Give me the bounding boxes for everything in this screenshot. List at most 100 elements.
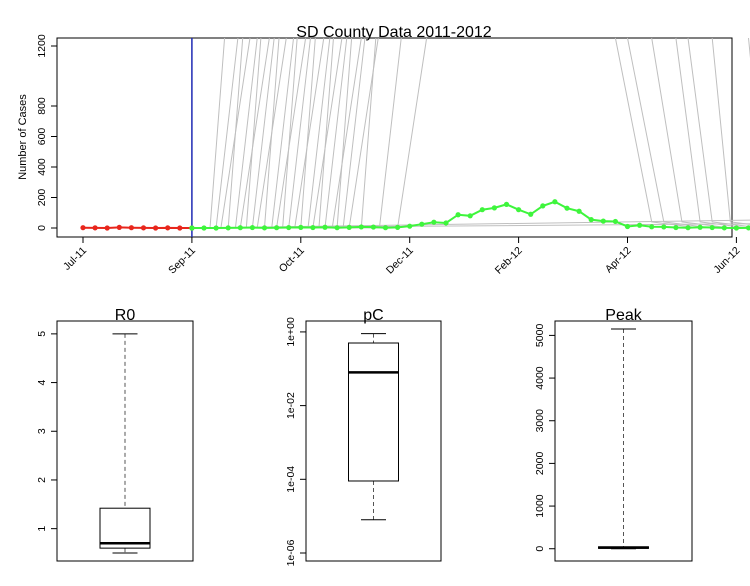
ts-y-tick-label: 0: [36, 225, 48, 231]
future-point: [637, 222, 643, 228]
future-point: [528, 211, 534, 217]
ts-y-tick-label: 600: [36, 128, 48, 146]
box-y-tick-label: 1: [36, 526, 48, 532]
future-point: [346, 224, 352, 230]
observed-series-line: [82, 226, 192, 230]
future-point: [709, 224, 715, 231]
future-point: [733, 225, 740, 231]
observed-point: [92, 225, 98, 231]
box-iqr: [348, 342, 399, 482]
box-title: pC: [363, 307, 383, 324]
box-y-tick-label: 4: [36, 379, 48, 385]
observed-point: [140, 225, 147, 231]
box-iqr: [99, 507, 151, 549]
future-point: [249, 224, 255, 231]
box-y-tick-label: 5000: [534, 324, 546, 348]
projection-line: [711, 37, 750, 225]
ts-y-tick-label: 1200: [36, 34, 48, 58]
projection-line: [651, 37, 731, 229]
ts-y-tick-label: 200: [36, 189, 48, 207]
projection-line: [191, 37, 262, 229]
observed-point: [177, 225, 183, 231]
projection-line: [191, 37, 295, 229]
future-point: [697, 224, 703, 230]
box-y-tick-label: 1e-02: [285, 392, 297, 419]
future-point: [189, 225, 195, 231]
box-title: R0: [115, 307, 136, 324]
future-point: [322, 224, 328, 230]
observed-point: [165, 225, 171, 231]
projection-line: [191, 37, 258, 229]
future-point: [467, 213, 473, 219]
box-y-tick-label: 3: [36, 428, 48, 434]
projection-line: [627, 37, 713, 229]
future-point: [431, 219, 437, 225]
future-point: [237, 225, 243, 231]
future-point: [721, 225, 727, 231]
future-point: [491, 205, 497, 211]
boxplot-peak: Peak 0 1000 2000 3000 4000 5000: [534, 307, 693, 562]
box-y-tick-label: 2: [36, 477, 48, 483]
projection-lines: [191, 37, 750, 229]
future-point: [201, 225, 207, 231]
future-point: [298, 224, 304, 230]
future-point: [407, 223, 413, 229]
boxplot-r0: R0 1 2 3 4 5: [36, 307, 194, 562]
future-point: [370, 224, 376, 230]
future-point: [745, 225, 750, 231]
future-point: [503, 201, 510, 207]
future-point: [358, 224, 364, 230]
projection-line: [687, 37, 750, 228]
ts-x-tick-label: Jun-12: [711, 245, 742, 276]
future-point: [419, 221, 425, 227]
box-y-tick-label: 2000: [534, 452, 546, 476]
future-point: [443, 220, 449, 226]
box-y-tick-label: 5: [36, 331, 48, 337]
box-plot-border: [554, 320, 693, 562]
future-point: [213, 225, 219, 231]
future-point: [540, 203, 546, 209]
ts-y-axis-title: Number of Cases: [17, 94, 29, 180]
box-title: Peak: [605, 307, 642, 324]
future-point: [479, 207, 485, 213]
ts-x-tick-label: Apr-12: [603, 245, 634, 276]
box-y-tick-label: 1e-06: [285, 539, 297, 566]
box-y-tick-label: 0: [534, 546, 546, 552]
boxplot-pc: pC 1e-06 1e-04 1e-02 1e+00: [285, 307, 442, 566]
observed-point: [116, 224, 122, 230]
future-point: [516, 207, 522, 213]
future-point: [564, 205, 570, 211]
future-point: [576, 208, 582, 214]
future-point: [661, 224, 667, 230]
ts-x-tick-label: Jul-11: [61, 245, 89, 273]
ts-x-axis: Jul-11 Sep-11 Oct-11 Dec-11 Feb-12 Apr-12 Jun-…: [61, 237, 743, 277]
ts-y-axis: 0 200 400 600 800 1200: [36, 34, 57, 231]
future-point: [624, 223, 631, 230]
ts-x-tick-label: Sep-11: [166, 245, 198, 277]
ts-x-tick-label: Oct-11: [277, 245, 307, 275]
projection-line: [191, 37, 325, 229]
observed-point: [153, 225, 159, 231]
future-point: [395, 224, 401, 230]
ts-y-tick-label: 800: [36, 97, 48, 115]
box-plot-border: [56, 320, 194, 562]
series-group: [80, 199, 750, 231]
future-point: [310, 224, 316, 231]
projection-line: [191, 37, 251, 229]
ts-plot-border: [56, 37, 733, 238]
box-plot-border: [305, 320, 442, 562]
projection-line: [191, 37, 402, 229]
projection-line: [191, 37, 334, 229]
box-y-tick-label: 3000: [534, 409, 546, 433]
ts-y-tick-label: 400: [36, 158, 48, 176]
box-y-tick-label: 1e-04: [285, 466, 297, 493]
future-point: [274, 225, 280, 231]
observed-point: [128, 225, 134, 231]
future-point: [649, 224, 655, 230]
future-point: [612, 218, 619, 225]
projection-line: [191, 37, 239, 229]
observed-point: [80, 225, 86, 231]
future-point: [588, 217, 594, 223]
ts-x-tick-label: Dec-11: [384, 245, 416, 277]
